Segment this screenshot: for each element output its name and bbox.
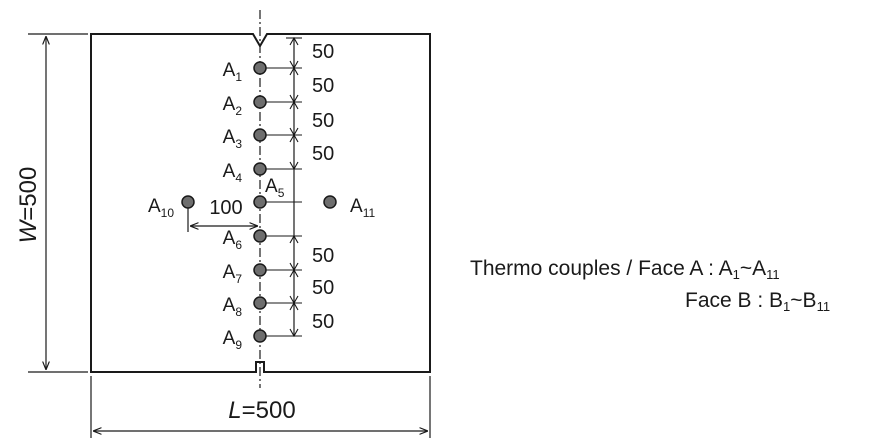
sensor-marker-11: [323, 195, 337, 209]
dimension-arrowhead: [289, 161, 299, 171]
width-dimension: [28, 33, 88, 373]
dimension-arrowhead: [289, 36, 299, 46]
sensor-marker-9: [253, 329, 267, 343]
spacing-label-5: 50: [312, 245, 334, 267]
legend-line-face-a: Thermo couples / Face A : A1~A11: [470, 257, 780, 282]
length-label: L=500: [228, 397, 295, 424]
sensor-label-11: A11: [350, 196, 375, 220]
offset-label: 100: [209, 197, 242, 219]
sensor-label-8: A8: [223, 295, 243, 319]
sensor-label-4: A4: [223, 161, 243, 185]
dimension-arrowhead: [289, 268, 299, 278]
sensor-marker-2: [253, 95, 267, 109]
dimension-arrowhead: [289, 301, 299, 311]
spacing-label-3: 50: [312, 110, 334, 132]
sensor-marker-6: [253, 229, 267, 243]
sensor-label-2: A2: [223, 94, 243, 118]
sensor-marker-3: [253, 128, 267, 142]
spacing-label-4: 50: [312, 143, 334, 165]
spacing-label-2: 50: [312, 75, 334, 97]
dimension-arrowhead: [289, 133, 299, 143]
legend-line-face-b: Face B : B1~B11: [685, 289, 831, 314]
sensor-marker-1: [253, 61, 267, 75]
sensor-label-1: A1: [223, 60, 243, 84]
dimension-arrowhead: [289, 100, 299, 110]
spacing-label-1: 50: [312, 41, 334, 63]
sensor-marker-10: [181, 195, 195, 209]
spacing-label-7: 50: [312, 311, 334, 333]
dimension-arrowhead: [289, 328, 299, 338]
dimension-arrowhead: [289, 66, 299, 76]
sensor-marker-4: [253, 162, 267, 176]
sensor-marker-8: [253, 296, 267, 310]
thermocouple-markers: A1 A2 A3 A4 A5 A6 A7 A8 A9 A10 A11: [148, 60, 376, 352]
sensor-label-10: A10: [148, 196, 174, 220]
sensor-label-5: A5: [265, 176, 285, 200]
sensor-label-6: A6: [223, 228, 243, 252]
dimension-ticks: [266, 36, 302, 338]
sensor-label-9: A9: [223, 328, 243, 352]
spacing-labels: 50 50 50 50 50 50 50: [312, 41, 334, 333]
width-label: W=500: [15, 167, 42, 244]
spacing-label-6: 50: [312, 277, 334, 299]
length-dimension: [90, 376, 431, 438]
sensor-marker-5: [253, 195, 267, 209]
sensor-marker-7: [253, 263, 267, 277]
sensor-label-7: A7: [223, 262, 243, 286]
specimen-plate: [90, 33, 431, 373]
sensor-label-3: A3: [223, 127, 243, 151]
dimension-arrowhead: [289, 234, 299, 244]
